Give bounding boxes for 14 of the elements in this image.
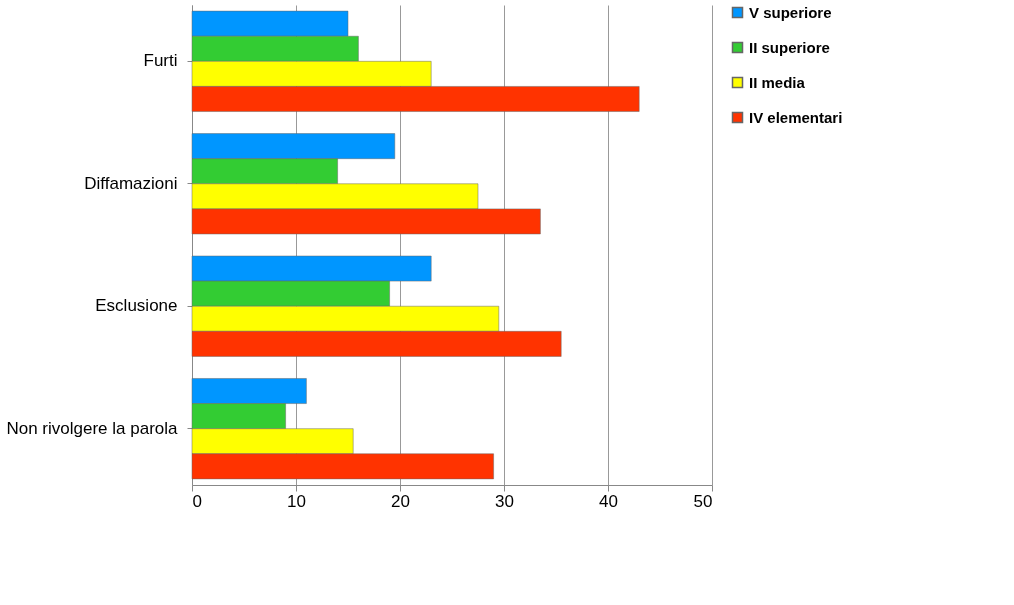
x-tick-label: 30 <box>495 491 514 511</box>
y-tick-label: Esclusione <box>95 296 178 316</box>
legend-label: II media <box>749 73 806 91</box>
x-tick-label: 50 <box>693 491 713 511</box>
y-tick-label: Diffamazioni <box>84 173 178 193</box>
legend-label: II superiore <box>749 38 830 56</box>
x-tick-label: 10 <box>287 491 306 511</box>
y-tick-label: Furti <box>143 51 178 71</box>
x-tick-label: 20 <box>391 491 410 511</box>
x-tick-label: 0 <box>192 491 202 511</box>
legend-label: V superiore <box>749 3 832 21</box>
x-tick-label: 40 <box>599 491 618 511</box>
legend-label: IV elementari <box>749 108 843 126</box>
y-tick-label: Non rivolgere la parola <box>6 418 179 438</box>
